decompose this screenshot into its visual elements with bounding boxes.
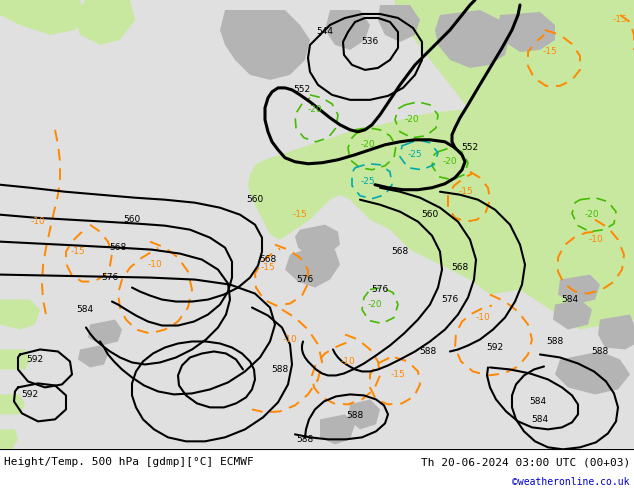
Polygon shape <box>0 299 40 329</box>
Text: 584: 584 <box>529 397 547 406</box>
Text: -10: -10 <box>340 357 356 366</box>
Text: -20: -20 <box>361 140 375 149</box>
Text: -15: -15 <box>391 370 405 379</box>
Text: 552: 552 <box>462 143 479 152</box>
Text: 576: 576 <box>441 295 458 304</box>
Text: -15: -15 <box>261 263 275 272</box>
Polygon shape <box>435 10 510 68</box>
Text: 592: 592 <box>27 355 44 364</box>
Text: 568: 568 <box>259 255 276 264</box>
Text: -20: -20 <box>368 300 382 309</box>
Text: 588: 588 <box>346 411 364 420</box>
Polygon shape <box>75 0 135 45</box>
Text: 560: 560 <box>124 215 141 224</box>
Text: 588: 588 <box>419 347 437 356</box>
Text: 592: 592 <box>486 343 503 352</box>
Text: -20: -20 <box>404 115 419 124</box>
Text: 536: 536 <box>361 37 378 47</box>
Text: 576: 576 <box>296 275 314 284</box>
Text: -25: -25 <box>361 177 375 186</box>
Polygon shape <box>78 345 108 368</box>
Polygon shape <box>220 10 310 80</box>
Text: -25: -25 <box>408 150 422 159</box>
Polygon shape <box>555 351 630 394</box>
Text: -15: -15 <box>543 48 557 56</box>
Text: Height/Temp. 500 hPa [gdmp][°C] ECMWF: Height/Temp. 500 hPa [gdmp][°C] ECMWF <box>4 457 254 467</box>
Polygon shape <box>285 245 340 288</box>
Text: 584: 584 <box>531 415 548 424</box>
Text: -15: -15 <box>458 187 474 196</box>
Text: 544: 544 <box>316 27 333 36</box>
Text: 560: 560 <box>247 195 264 204</box>
Polygon shape <box>248 15 634 329</box>
Text: 568: 568 <box>391 247 409 256</box>
Text: 588: 588 <box>547 337 564 346</box>
Text: 552: 552 <box>294 85 311 95</box>
Text: ©weatheronline.co.uk: ©weatheronline.co.uk <box>512 477 630 487</box>
Polygon shape <box>348 399 380 429</box>
Text: -15: -15 <box>293 210 307 219</box>
Text: -10: -10 <box>283 335 297 344</box>
Text: 576: 576 <box>372 285 389 294</box>
Text: -10: -10 <box>476 313 490 322</box>
Text: Th 20-06-2024 03:00 UTC (00+03): Th 20-06-2024 03:00 UTC (00+03) <box>421 457 630 467</box>
Text: 588: 588 <box>592 347 609 356</box>
Text: 588: 588 <box>271 365 288 374</box>
Polygon shape <box>88 319 122 345</box>
Polygon shape <box>320 415 355 444</box>
Text: 592: 592 <box>22 390 39 399</box>
Text: 560: 560 <box>422 210 439 219</box>
Polygon shape <box>598 315 634 349</box>
Text: -20: -20 <box>307 105 322 114</box>
Polygon shape <box>0 0 85 35</box>
Polygon shape <box>553 299 592 329</box>
Polygon shape <box>0 0 634 449</box>
Polygon shape <box>498 12 555 52</box>
Text: 588: 588 <box>296 435 314 444</box>
Text: -20: -20 <box>443 157 457 166</box>
Polygon shape <box>0 394 25 415</box>
Text: -15: -15 <box>70 247 86 256</box>
Polygon shape <box>0 349 30 369</box>
Polygon shape <box>378 5 420 42</box>
Text: -10: -10 <box>588 235 604 244</box>
Polygon shape <box>395 0 634 50</box>
Polygon shape <box>325 10 370 50</box>
Polygon shape <box>0 429 18 449</box>
Text: 584: 584 <box>77 305 94 314</box>
Polygon shape <box>558 274 600 305</box>
Text: 568: 568 <box>110 243 127 252</box>
Polygon shape <box>295 224 340 258</box>
Text: -10: -10 <box>148 260 162 269</box>
Text: 576: 576 <box>101 273 119 282</box>
Text: 568: 568 <box>451 263 469 272</box>
Text: -20: -20 <box>585 210 599 219</box>
Text: -10: -10 <box>30 217 46 226</box>
Text: -15: -15 <box>612 16 628 24</box>
Text: 584: 584 <box>562 295 579 304</box>
